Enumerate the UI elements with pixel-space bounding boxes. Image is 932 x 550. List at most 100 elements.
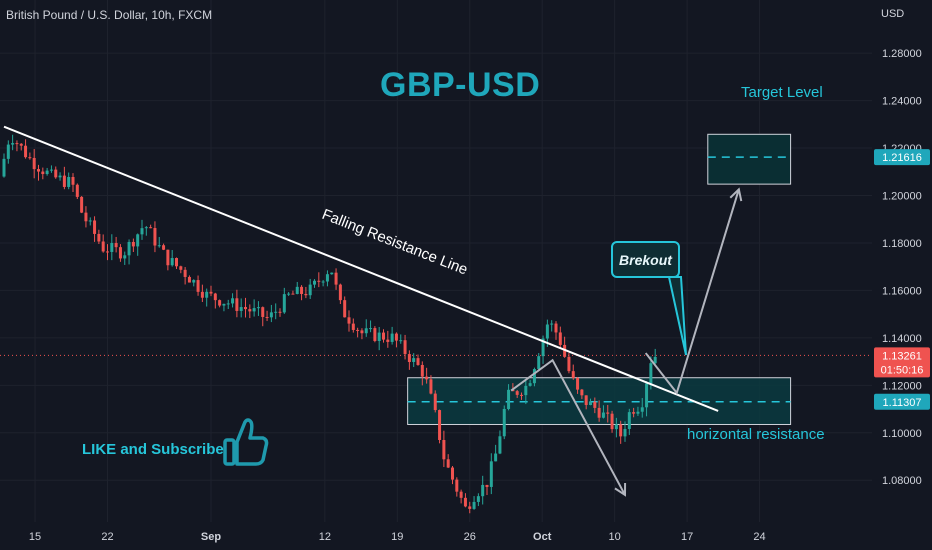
- x-tick-label: Oct: [533, 531, 552, 543]
- candle-body: [515, 391, 519, 395]
- candle-body: [433, 393, 437, 411]
- x-tick-label: 22: [101, 531, 113, 543]
- candle-body: [45, 170, 49, 175]
- candle-body: [287, 293, 291, 295]
- candle-body: [187, 276, 191, 283]
- candle-body: [399, 340, 403, 342]
- candle-body: [407, 354, 411, 363]
- candle-body: [235, 298, 239, 311]
- candles: [2, 134, 657, 514]
- candle-body: [645, 383, 649, 408]
- thumbs-up-icon: [223, 418, 269, 466]
- candle-body: [140, 228, 144, 235]
- candle-body: [545, 324, 549, 339]
- candle-body: [394, 333, 398, 341]
- candle-body: [209, 291, 213, 294]
- candle-body: [93, 220, 97, 234]
- candle-body: [459, 491, 463, 498]
- x-tick-label: 24: [753, 531, 765, 543]
- price-label-box: [874, 393, 930, 410]
- candle-body: [343, 300, 347, 318]
- candle-body: [136, 234, 140, 247]
- candle-body: [494, 453, 498, 462]
- candle-body: [274, 311, 278, 313]
- candle-body: [80, 196, 84, 213]
- candle-body: [300, 286, 304, 294]
- candle-body: [351, 323, 355, 330]
- horizontal-resistance-label: horizontal resistance: [687, 426, 825, 443]
- candle-body: [636, 411, 640, 414]
- candle-body: [19, 143, 23, 146]
- currency-label: USD: [881, 8, 905, 20]
- price-label-value: 1.11307: [883, 397, 922, 409]
- candle-body: [291, 293, 295, 295]
- candle-body: [429, 379, 433, 394]
- candle-body: [614, 424, 618, 430]
- candle-body: [554, 323, 558, 333]
- candle-body: [114, 243, 118, 248]
- candle-body: [75, 184, 79, 197]
- candle-body: [261, 307, 265, 317]
- candle-body: [360, 330, 364, 334]
- candle-body: [386, 339, 390, 342]
- x-tick-label: 15: [29, 531, 41, 543]
- x-tick-label: 17: [681, 531, 693, 543]
- candle-body: [369, 328, 373, 330]
- candle-body: [269, 312, 273, 318]
- candle-body: [412, 358, 416, 363]
- candle-body: [157, 245, 161, 247]
- projection-up-arrow: [644, 189, 740, 396]
- x-tick-label: 19: [391, 531, 403, 543]
- trend-lines: [3, 125, 743, 497]
- candle-body: [606, 412, 610, 414]
- x-tick-label: 26: [464, 531, 476, 543]
- candle-body: [356, 329, 360, 331]
- price-labels: 1.13261 01:50:16 1.11307 1.21616: [874, 149, 930, 410]
- candle-body: [127, 241, 131, 256]
- price-label-box: [874, 149, 930, 166]
- candle-body: [37, 169, 40, 172]
- x-tick-label: 12: [319, 531, 331, 543]
- candle-body: [446, 459, 450, 468]
- candle-body: [282, 294, 286, 313]
- y-tick-label: 1.18000: [882, 238, 922, 250]
- y-tick-label: 1.16000: [882, 285, 922, 297]
- candle-body: [101, 241, 105, 252]
- candle-body: [226, 303, 230, 305]
- candle-body: [222, 303, 226, 306]
- y-tick-label: 1.20000: [882, 191, 922, 203]
- candle-body: [244, 307, 247, 310]
- candle-body: [308, 284, 312, 296]
- x-tick-label: Sep: [201, 531, 221, 543]
- candle-body: [541, 338, 545, 357]
- candle-body: [62, 175, 66, 187]
- candle-body: [162, 245, 166, 250]
- candle-body: [131, 241, 135, 247]
- x-tick-label: 10: [609, 531, 621, 543]
- candle-body: [442, 439, 446, 460]
- projection-up-arrow-arrowhead: [729, 187, 743, 202]
- candle-body: [463, 497, 467, 507]
- candle-body: [175, 258, 178, 267]
- candle-body: [451, 467, 454, 480]
- candle-body: [364, 328, 368, 334]
- candle-body: [502, 408, 506, 437]
- candle-body: [54, 169, 58, 178]
- candle-body: [425, 376, 429, 380]
- candle-body: [382, 332, 385, 340]
- candle-body: [377, 332, 381, 342]
- y-tick-label: 1.08000: [882, 475, 922, 487]
- price-label-value: 1.21616: [882, 152, 922, 164]
- candle-body: [205, 291, 209, 298]
- candle-body: [653, 356, 657, 364]
- candle-body: [416, 358, 420, 365]
- candle-body: [524, 385, 528, 396]
- candle-body: [438, 410, 442, 440]
- candle-body: [200, 291, 204, 298]
- candle-body: [218, 300, 222, 306]
- candle-body: [15, 143, 19, 145]
- candle-body: [110, 243, 114, 252]
- candle-body: [192, 280, 196, 283]
- candle-body: [567, 356, 571, 372]
